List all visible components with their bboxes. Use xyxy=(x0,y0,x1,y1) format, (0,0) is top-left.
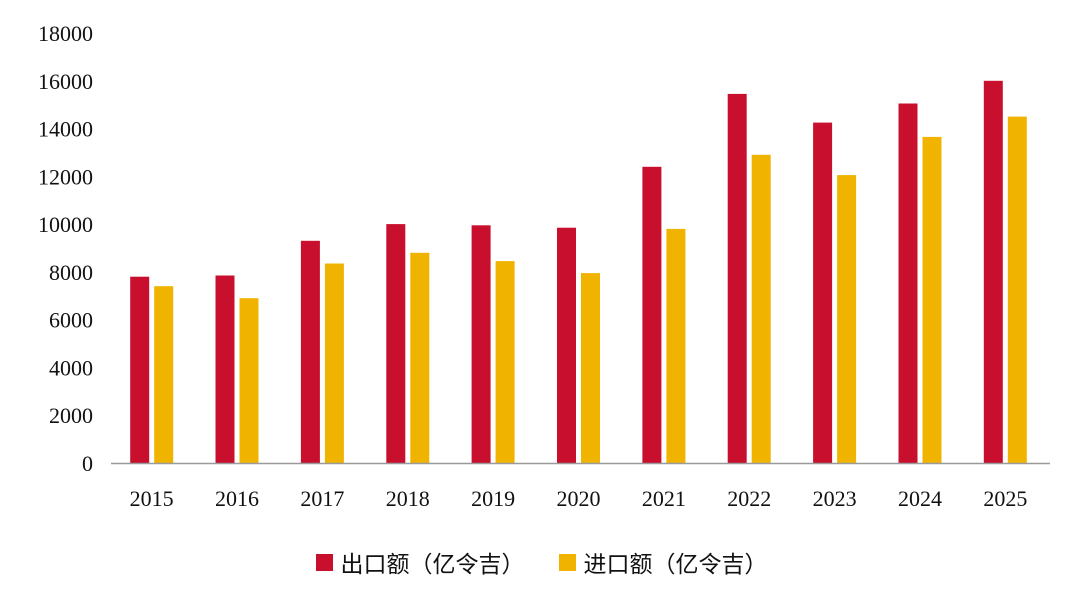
x-tick-label: 2023 xyxy=(813,486,857,511)
y-tick-label: 12000 xyxy=(38,164,93,189)
bar-export xyxy=(471,225,491,463)
bar-export xyxy=(300,240,320,463)
bar-export xyxy=(557,227,576,463)
y-tick-label: 18000 xyxy=(38,21,93,46)
x-tick-label: 2018 xyxy=(386,486,430,511)
bar-import xyxy=(922,136,942,463)
x-tick-label: 2024 xyxy=(898,486,942,511)
y-tick-label: 8000 xyxy=(49,260,93,285)
bar-export xyxy=(813,122,833,463)
y-tick-label: 4000 xyxy=(49,355,93,380)
legend: 出口额（亿令吉） 进口额（亿令吉） xyxy=(0,545,1083,579)
bar-export xyxy=(983,80,1003,464)
y-tick-label: 16000 xyxy=(38,69,93,94)
bar-export xyxy=(130,276,150,463)
bar-export xyxy=(642,166,662,464)
x-tick-label: 2017 xyxy=(300,486,344,511)
x-tick-label: 2020 xyxy=(557,486,601,511)
bar-import xyxy=(154,286,174,463)
y-tick-label: 10000 xyxy=(38,212,93,237)
legend-item-export: 出口额（亿令吉） xyxy=(315,545,525,579)
bar-import xyxy=(581,273,600,463)
legend-label-import: 进口额（亿令吉） xyxy=(583,552,768,578)
bar-export xyxy=(386,224,406,463)
bar-import xyxy=(239,298,259,463)
y-tick-label: 2000 xyxy=(49,403,93,428)
bar-import xyxy=(666,228,686,463)
legend-item-import: 进口额（亿令吉） xyxy=(558,545,768,579)
legend-swatch-export xyxy=(315,553,333,571)
bar-import xyxy=(410,252,430,463)
x-tick-label: 2016 xyxy=(215,486,259,511)
legend-swatch-import xyxy=(558,553,576,571)
bar-import xyxy=(1007,116,1027,463)
bar-export xyxy=(215,275,235,463)
y-tick-label: 6000 xyxy=(49,308,93,333)
bar-import xyxy=(495,261,515,463)
x-tick-label: 2019 xyxy=(471,486,515,511)
x-axis-tick-labels: 2015 2016 2017 2018 2019 2020 2021 2022 2023 2024… xyxy=(130,486,1028,511)
x-tick-label: 2025 xyxy=(983,486,1027,511)
x-tick-label: 2021 xyxy=(642,486,686,511)
y-tick-label: 0 xyxy=(82,451,93,476)
bar-import xyxy=(751,154,771,464)
bar-import xyxy=(837,175,857,463)
x-tick-label: 2022 xyxy=(727,486,771,511)
y-tick-label: 14000 xyxy=(38,117,93,142)
y-axis-tick-labels: 0 2000 4000 6000 8000 10000 12000 14000 16000 180… xyxy=(38,21,93,476)
bar-export xyxy=(727,93,747,464)
bars-group xyxy=(130,80,1027,464)
legend-label-export: 出口额（亿令吉） xyxy=(340,552,525,578)
bar-import xyxy=(324,263,344,463)
x-tick-label: 2015 xyxy=(130,486,174,511)
bar-export xyxy=(898,103,918,463)
